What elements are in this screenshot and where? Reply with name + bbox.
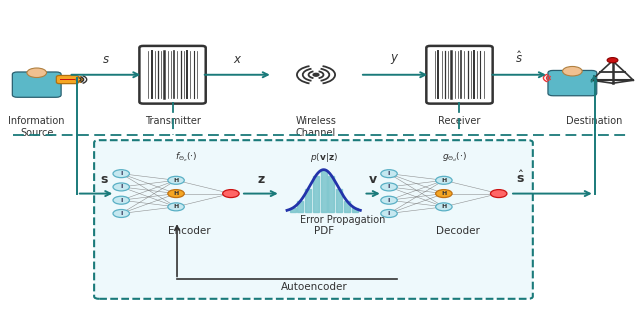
Text: I: I [388,211,390,216]
Bar [321,170,326,212]
Text: Information
Source: Information Source [8,117,65,138]
Text: $g_{\Theta_d}(\cdot)$: $g_{\Theta_d}(\cdot)$ [442,150,467,164]
FancyBboxPatch shape [56,75,79,84]
Text: I: I [120,171,122,176]
Circle shape [563,66,582,76]
Text: Autoencoder: Autoencoder [281,282,348,292]
Bar [344,201,350,212]
Bar [298,201,303,212]
Text: H: H [173,204,179,209]
Text: $\mathbf{v}$: $\mathbf{v}$ [368,173,378,186]
Circle shape [490,190,507,197]
Circle shape [168,190,184,197]
Circle shape [113,210,129,217]
Circle shape [113,196,129,204]
Text: Receiver: Receiver [438,117,481,126]
Circle shape [381,183,397,191]
Text: Destination: Destination [566,117,623,126]
FancyBboxPatch shape [140,46,205,104]
Text: Encoder: Encoder [168,226,211,236]
Circle shape [436,190,452,197]
Circle shape [313,73,319,76]
Bar [313,175,319,212]
Circle shape [381,196,397,204]
Text: $\mathbf{z}$: $\mathbf{z}$ [257,173,265,186]
Text: H: H [441,178,447,183]
Circle shape [113,170,129,178]
Text: $\hat{s}$: $\hat{s}$ [515,50,523,66]
Text: H: H [173,178,179,183]
Circle shape [113,183,129,191]
Text: $p(\mathbf{v}|\mathbf{z})$: $p(\mathbf{v}|\mathbf{z})$ [310,151,338,164]
Text: H: H [441,191,447,196]
Text: Error Propagation: Error Propagation [300,215,385,225]
Text: I: I [120,198,122,203]
Bar [328,175,334,212]
FancyBboxPatch shape [426,46,493,104]
Bar [352,208,358,212]
Text: Wireless
Channel: Wireless Channel [296,117,337,138]
Text: $y$: $y$ [390,52,400,66]
Text: Transmitter: Transmitter [145,117,200,126]
FancyBboxPatch shape [94,140,533,299]
Text: $\mathbf{s}$: $\mathbf{s}$ [100,173,109,186]
FancyBboxPatch shape [548,70,596,96]
Circle shape [436,203,452,211]
Bar [336,189,342,212]
Circle shape [381,170,397,178]
FancyBboxPatch shape [12,72,61,97]
Text: H: H [173,191,179,196]
Text: I: I [388,184,390,189]
Circle shape [381,210,397,217]
Circle shape [168,176,184,184]
Text: I: I [120,184,122,189]
Bar [290,208,296,212]
Circle shape [436,176,452,184]
Circle shape [168,203,184,211]
Text: H: H [441,204,447,209]
Bar [60,79,76,80]
Circle shape [607,58,618,63]
Text: $x$: $x$ [233,53,243,66]
Wedge shape [76,77,83,82]
Text: PDF: PDF [314,226,333,236]
Text: $f_{\Theta_e}(\cdot)$: $f_{\Theta_e}(\cdot)$ [175,150,198,164]
Circle shape [27,68,47,78]
Bar [305,189,311,212]
Text: I: I [388,171,390,176]
Text: I: I [120,211,122,216]
Text: Decoder: Decoder [436,226,479,236]
Text: $\hat{\mathbf{s}}$: $\hat{\mathbf{s}}$ [516,170,525,186]
Circle shape [223,190,239,197]
Text: $s$: $s$ [102,53,109,66]
Text: I: I [388,198,390,203]
